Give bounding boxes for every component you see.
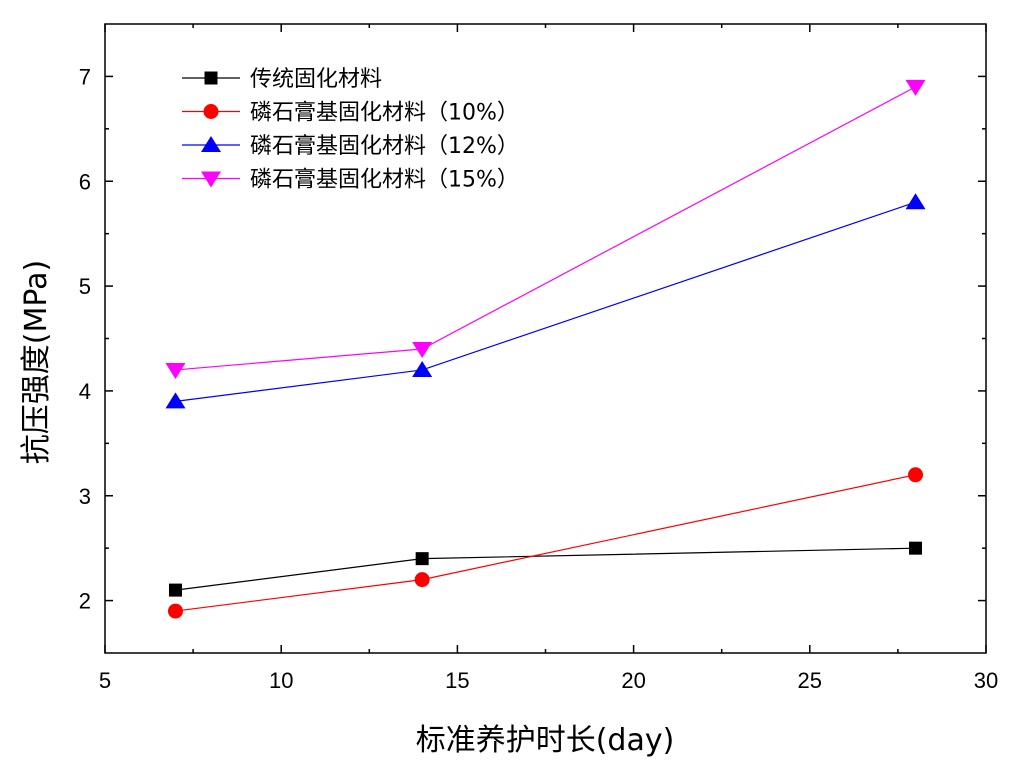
- legend-item: 磷石膏基固化材料（10%）: [182, 101, 519, 126]
- legend-label: 传统固化材料: [250, 67, 382, 92]
- data-point: [415, 552, 429, 566]
- y-tick-label: 2: [79, 589, 91, 614]
- x-tick-label: 15: [445, 668, 469, 693]
- y-axis-title: 抗压强度(MPa): [19, 260, 54, 464]
- x-tick-label: 20: [621, 668, 645, 693]
- legend-label: 磷石膏基固化材料（15%）: [250, 168, 519, 193]
- series-4: [165, 79, 926, 379]
- legend-marker: [204, 71, 218, 85]
- legend-item: 磷石膏基固化材料（15%）: [182, 168, 519, 193]
- legend-label: 磷石膏基固化材料（10%）: [250, 101, 519, 126]
- x-tick-label: 10: [269, 668, 293, 693]
- plot-frame: [104, 23, 987, 654]
- y-tick-label: 7: [79, 64, 91, 89]
- data-point: [909, 541, 923, 555]
- y-tick-label: 5: [79, 274, 91, 299]
- series-1: [168, 541, 923, 597]
- series-3: [165, 193, 926, 409]
- x-axis-title: 标准养护时长(day): [416, 723, 675, 758]
- data-point: [414, 572, 430, 588]
- data-point: [905, 79, 926, 96]
- data-point: [165, 392, 186, 409]
- y-tick-label: 3: [79, 484, 91, 509]
- series-line: [175, 201, 916, 402]
- series-line: [175, 474, 916, 612]
- legend-item: 磷石膏基固化材料（12%）: [182, 134, 519, 159]
- data-point: [908, 467, 924, 483]
- legend-marker: [203, 104, 219, 119]
- x-tick-label: 30: [974, 668, 998, 693]
- legend-item: 传统固化材料: [182, 67, 382, 92]
- data-point: [412, 360, 433, 377]
- legend-marker: [201, 171, 221, 188]
- data-point: [167, 603, 183, 619]
- data-point: [905, 193, 926, 210]
- data-point: [412, 341, 433, 358]
- y-tick-label: 4: [79, 379, 91, 404]
- data-point: [165, 362, 186, 379]
- data-point: [168, 583, 182, 597]
- x-tick-label: 25: [798, 668, 822, 693]
- series-line: [175, 547, 916, 591]
- y-tick-label: 6: [79, 169, 91, 194]
- series-2: [167, 467, 924, 619]
- x-tick-label: 5: [99, 668, 111, 693]
- legend-marker: [201, 136, 221, 152]
- axis-ticks: 5 10 15 20 25 30 2 3 4 5 6 7: [79, 24, 998, 693]
- legend-label: 磷石膏基固化材料（12%）: [250, 134, 519, 159]
- series-layer: [165, 79, 926, 619]
